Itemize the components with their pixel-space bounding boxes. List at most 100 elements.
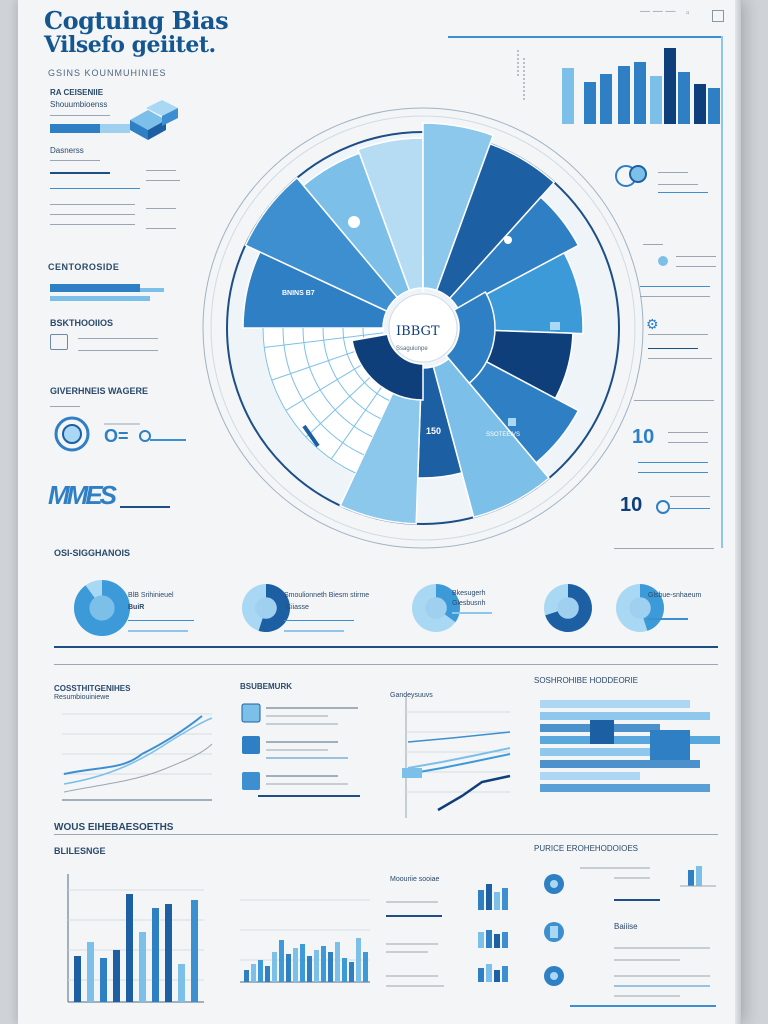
text-line bbox=[648, 334, 708, 335]
donut-sub: BuiR bbox=[128, 604, 145, 611]
top-bar bbox=[584, 82, 596, 124]
text-line bbox=[146, 208, 176, 209]
panel-label: Baiiise bbox=[614, 922, 638, 931]
icon-list-panel bbox=[544, 866, 716, 1007]
v-bar bbox=[139, 932, 146, 1002]
v-bar bbox=[113, 950, 120, 1002]
h-bar bbox=[540, 760, 700, 768]
wheel-center-label: IBBGT bbox=[396, 324, 440, 339]
top-bar-chart bbox=[517, 48, 720, 124]
text-line bbox=[668, 432, 708, 433]
text-line bbox=[668, 442, 708, 443]
panel-title: SOSHROHIBE HODDEORIE bbox=[534, 676, 639, 685]
circle-icon bbox=[656, 500, 670, 514]
poster-edge bbox=[735, 0, 741, 1024]
text-line bbox=[78, 350, 158, 351]
panel-title: BSUBEMURK bbox=[240, 682, 292, 691]
v-bar bbox=[279, 940, 284, 982]
v-bar bbox=[342, 958, 347, 982]
text-line bbox=[50, 172, 110, 174]
text-line bbox=[284, 630, 344, 632]
page-title: Cogtuing Bias bbox=[44, 6, 229, 35]
v-bar bbox=[244, 970, 249, 982]
multi-line-chart bbox=[402, 696, 511, 818]
v-bar bbox=[321, 946, 326, 982]
series-line bbox=[63, 715, 203, 775]
cube-icon bbox=[130, 100, 178, 140]
text-line bbox=[50, 214, 135, 215]
frame-line-vertical bbox=[721, 36, 723, 548]
wheel-grid-spoke bbox=[264, 332, 384, 348]
svg-text:O=: O= bbox=[104, 426, 129, 446]
brain-icon bbox=[615, 165, 647, 187]
v-bar bbox=[335, 942, 340, 982]
label-c: Dasnerss bbox=[50, 146, 84, 155]
wheel-grid-arc bbox=[322, 327, 381, 420]
line-chart bbox=[62, 713, 213, 801]
frame-line bbox=[448, 36, 722, 38]
text-line bbox=[78, 338, 158, 339]
panel-title: Moouriie sooiae bbox=[390, 876, 440, 883]
wheel-center bbox=[388, 293, 458, 363]
v-bar bbox=[328, 952, 333, 982]
slider-bar-rest bbox=[140, 288, 164, 292]
section-heading: CENTOROSIDE bbox=[48, 262, 120, 272]
text-line bbox=[146, 170, 176, 171]
vertical-bar-chart bbox=[67, 874, 204, 1003]
text-line bbox=[670, 496, 710, 497]
text-line bbox=[50, 188, 140, 189]
donut-row bbox=[74, 580, 664, 636]
mini-bars-panel bbox=[386, 884, 508, 987]
section-heading: WOUS EIHEBAESOETHS bbox=[54, 822, 174, 833]
progress-bar-rest bbox=[100, 124, 130, 133]
panel-subtitle: Resumbiouiniewe bbox=[54, 694, 110, 701]
target-icon: O= bbox=[54, 416, 186, 452]
v-bar bbox=[363, 952, 368, 982]
top-bar bbox=[678, 72, 690, 124]
slider-bar-2 bbox=[50, 296, 150, 301]
node-icon bbox=[658, 256, 668, 266]
wheel-seg-label-b: 150 bbox=[426, 426, 442, 436]
series-line bbox=[63, 743, 213, 793]
wheel-marker bbox=[348, 216, 360, 228]
wheel-segment bbox=[432, 357, 551, 519]
wheel-segment bbox=[244, 176, 399, 313]
v-bar bbox=[349, 962, 354, 982]
horizontal-bar-chart bbox=[540, 700, 720, 792]
panel-title: PURICE EROHEHODOIOES bbox=[534, 844, 639, 853]
text-line bbox=[50, 160, 100, 161]
text-line bbox=[648, 358, 712, 359]
close-icon[interactable] bbox=[712, 10, 724, 22]
radial-wheel-chart bbox=[202, 107, 644, 549]
h-bar bbox=[540, 784, 710, 792]
series-line bbox=[407, 753, 511, 775]
wheel-segment bbox=[445, 290, 496, 385]
v-bar bbox=[258, 960, 263, 982]
donut-hole bbox=[89, 595, 115, 621]
wheel-segment bbox=[422, 122, 495, 292]
v-bar bbox=[307, 956, 312, 982]
label-b: Shouumbioenss bbox=[50, 100, 108, 109]
v-bar bbox=[126, 894, 133, 1002]
highlight bbox=[402, 768, 422, 778]
h-bar bbox=[540, 736, 720, 744]
text-line bbox=[670, 508, 710, 509]
top-bar bbox=[650, 76, 662, 124]
restore-icon[interactable]: ▫ bbox=[686, 8, 690, 19]
top-bar bbox=[562, 68, 574, 124]
wheel-grid-arc bbox=[302, 327, 373, 438]
doc-icon bbox=[50, 334, 68, 350]
text-line bbox=[634, 400, 714, 401]
minimize-icon[interactable]: — — — bbox=[640, 6, 676, 17]
wheel-marker bbox=[504, 236, 512, 244]
text-line bbox=[128, 630, 188, 632]
h-bar-highlight bbox=[650, 730, 690, 760]
v-bar bbox=[100, 958, 107, 1002]
stat-number: 10 bbox=[620, 494, 643, 516]
series-line bbox=[407, 747, 511, 769]
section-heading: GIVERHNEIS WAGERE bbox=[50, 386, 149, 396]
h-bar bbox=[540, 772, 640, 780]
list-panel bbox=[241, 703, 360, 797]
text-line bbox=[146, 180, 180, 181]
text-line bbox=[658, 192, 708, 193]
